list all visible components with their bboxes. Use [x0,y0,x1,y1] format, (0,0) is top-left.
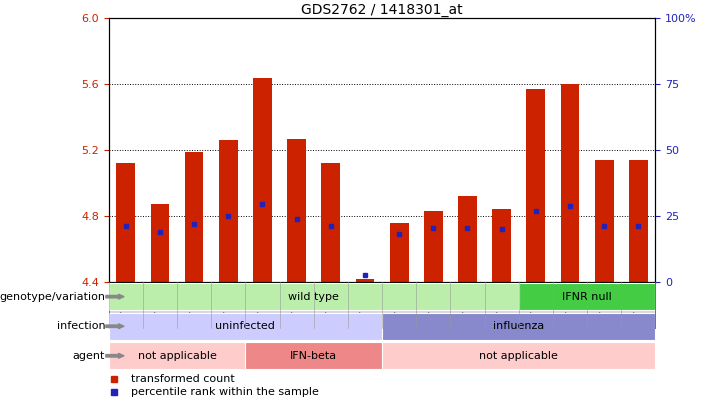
Bar [594,160,613,282]
Bar [287,139,306,282]
Text: percentile rank within the sample: percentile rank within the sample [130,388,318,397]
Text: transformed count: transformed count [130,374,234,384]
Bar [390,223,409,282]
Text: not applicable: not applicable [137,351,217,361]
Text: genotype/variation: genotype/variation [0,292,105,302]
Bar [519,284,655,310]
Bar [151,205,170,282]
Bar [109,343,245,369]
Bar [245,343,382,369]
Bar [382,343,655,369]
Bar [253,77,272,282]
Bar [219,140,238,282]
Text: influenza: influenza [493,321,545,331]
Bar [526,89,545,282]
Title: GDS2762 / 1418301_at: GDS2762 / 1418301_at [301,3,463,17]
Bar [116,163,135,282]
Bar [458,196,477,282]
Bar [321,163,340,282]
Bar [492,209,511,282]
Bar [629,160,648,282]
Text: infection: infection [57,321,105,331]
Text: wild type: wild type [288,292,339,302]
Text: IFNR null: IFNR null [562,292,612,302]
Bar [424,211,443,282]
Bar [109,284,519,310]
Text: agent: agent [73,351,105,361]
Text: uninfected: uninfected [215,321,275,331]
Text: IFN-beta: IFN-beta [290,351,337,361]
Bar [184,152,203,282]
Bar [355,279,374,282]
Text: not applicable: not applicable [479,351,558,361]
Bar [109,313,382,339]
Bar [382,313,655,339]
Bar [561,84,580,282]
